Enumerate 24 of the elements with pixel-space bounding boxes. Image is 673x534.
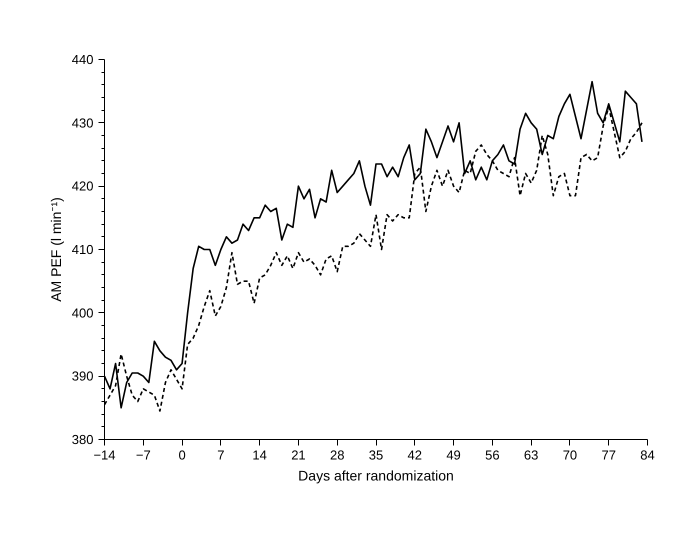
y-tick-label: 410 bbox=[72, 242, 94, 257]
y-tick-label: 380 bbox=[72, 432, 94, 447]
x-tick-label: 63 bbox=[524, 448, 538, 462]
x-tick-label: 70 bbox=[562, 448, 578, 462]
y-tick-label: 390 bbox=[72, 368, 94, 384]
y-tick-label: 440 bbox=[72, 52, 94, 67]
x-tick-label: 56 bbox=[485, 448, 500, 462]
x-tick-label: 35 bbox=[368, 448, 384, 462]
x-tick-label: 0 bbox=[178, 448, 186, 462]
x-tick-label: 49 bbox=[446, 448, 461, 462]
y-axis-title: AM PEF (l min⁻¹) bbox=[48, 197, 64, 302]
x-tick-label: −7 bbox=[136, 448, 151, 462]
x-tick-label: 7 bbox=[217, 448, 224, 462]
x-tick-label: 77 bbox=[601, 448, 616, 462]
x-axis-title: Days after randomization bbox=[298, 468, 454, 484]
x-tick-label: 14 bbox=[252, 448, 267, 462]
x-tick-label: 21 bbox=[291, 448, 306, 462]
y-tick-label: 400 bbox=[72, 305, 94, 320]
x-tick-label: −14 bbox=[93, 448, 116, 462]
x-tick-label: 84 bbox=[640, 448, 655, 462]
x-tick-label: 28 bbox=[330, 448, 344, 462]
x-tick-label: 42 bbox=[408, 448, 422, 462]
y-tick-label: 430 bbox=[72, 115, 94, 130]
y-tick-label: 420 bbox=[72, 178, 94, 194]
